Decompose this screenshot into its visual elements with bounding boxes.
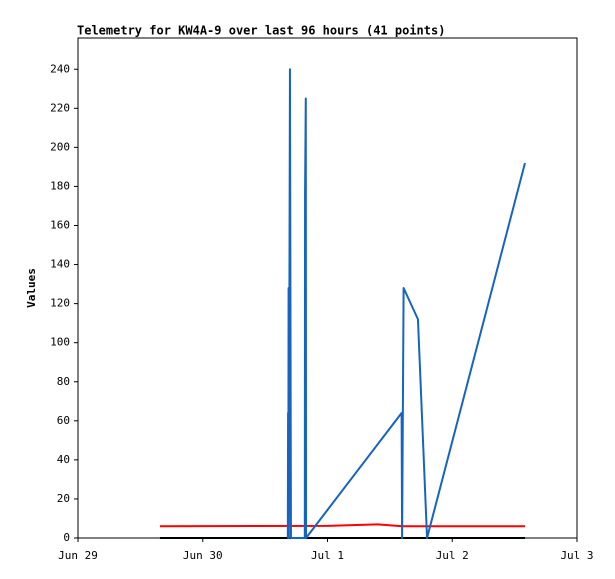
series-line: [159, 523, 525, 528]
y-tick-label: 20: [57, 492, 70, 505]
chart-title: Telemetry for KW4A-9 over last 96 hours …: [77, 24, 445, 38]
y-tick-label: 120: [50, 297, 70, 310]
x-tick-label: Jul 3: [560, 549, 593, 562]
y-tick-label: 160: [50, 219, 70, 232]
y-tick-label: 140: [50, 258, 70, 271]
y-tick-label: 80: [57, 375, 70, 388]
y-tick-label: 40: [57, 453, 70, 466]
x-tick-label: Jul 2: [436, 549, 469, 562]
y-tick-label: 220: [50, 101, 70, 114]
plot-frame: [77, 37, 578, 539]
y-tick-label: 200: [50, 140, 70, 153]
y-tick-label: 0: [63, 531, 70, 544]
x-tick-label: Jun 30: [183, 549, 223, 562]
y-tick-label: 180: [50, 179, 70, 192]
y-tick-label: 60: [57, 414, 70, 427]
x-tick-label: Jul 1: [311, 549, 344, 562]
x-tick-label: Jun 29: [58, 549, 98, 562]
y-tick-label: 100: [50, 336, 70, 349]
y-axis-label: Values: [25, 268, 38, 308]
series-line: [286, 68, 526, 539]
y-tick-label: 240: [50, 62, 70, 75]
